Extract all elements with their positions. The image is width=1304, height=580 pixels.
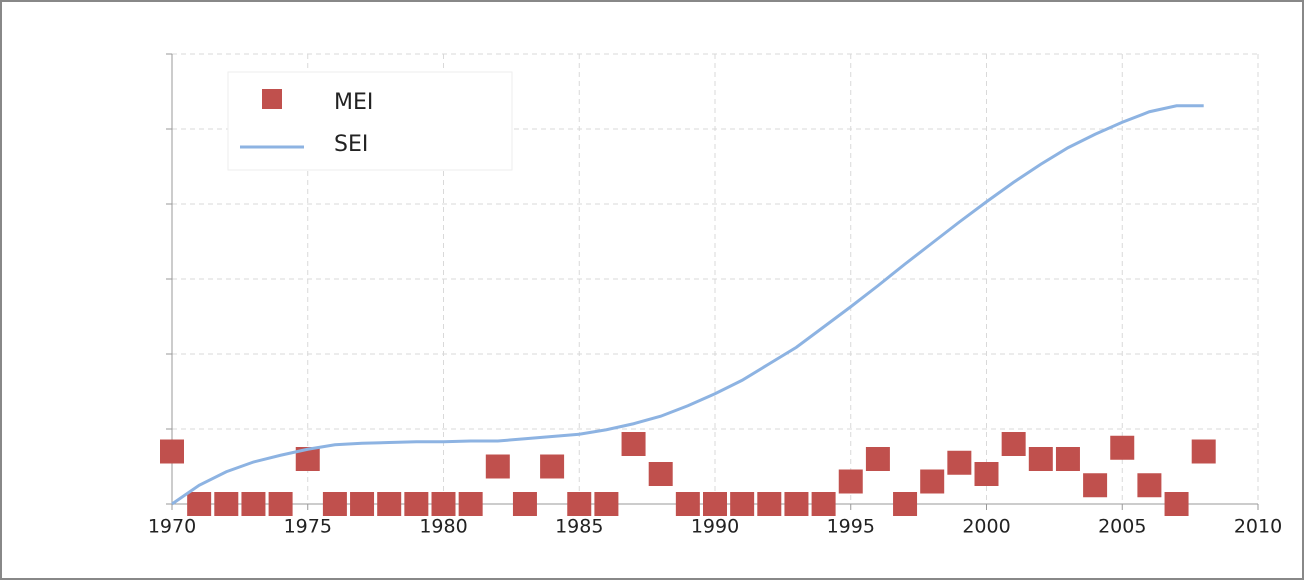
mei-marker (1137, 473, 1162, 498)
mei-marker (675, 492, 700, 516)
mei-marker (1083, 473, 1108, 498)
mei-marker (1164, 492, 1189, 516)
mei-marker (485, 454, 510, 479)
mei-marker (703, 492, 727, 516)
x-tick-label: 1990 (691, 516, 739, 538)
mei-marker (1001, 432, 1026, 456)
mei-marker (784, 492, 809, 516)
mei-marker (160, 439, 184, 464)
mei-marker (947, 450, 972, 475)
mei-marker (377, 492, 402, 516)
mei-marker (974, 462, 999, 486)
mei-marker (404, 492, 429, 516)
mei-marker (594, 492, 619, 516)
mei-marker (893, 492, 918, 516)
mei-marker (1110, 435, 1135, 460)
mei-marker (187, 492, 212, 516)
x-tick-label: 1995 (827, 516, 875, 538)
mei-marker (730, 492, 755, 516)
x-tick-label: 1980 (419, 516, 467, 538)
mei-marker (1191, 439, 1216, 464)
mei-marker (920, 469, 945, 494)
mei-marker (350, 492, 375, 516)
mei-marker (268, 492, 293, 516)
mei-marker (567, 492, 592, 516)
mei-marker (865, 447, 890, 471)
x-tick-label: 1975 (284, 516, 332, 538)
legend-label: SEI (334, 132, 368, 157)
mei-marker (431, 492, 456, 516)
x-tick-label: 1985 (555, 516, 603, 538)
mei-marker (838, 469, 863, 494)
mei-marker (540, 454, 565, 479)
legend-label: MEI (334, 90, 373, 115)
mei-marker (458, 492, 483, 516)
mei-marker (241, 492, 266, 516)
mei-marker (757, 492, 782, 516)
x-tick-label: 1970 (148, 516, 196, 538)
x-tick-label: 2000 (962, 516, 1010, 538)
x-tick-label: 2005 (1098, 516, 1146, 538)
mei-marker (648, 462, 673, 486)
mei-marker (1028, 447, 1053, 471)
legend-marker (262, 89, 282, 109)
mei-marker (811, 492, 836, 516)
x-tick-label: 2010 (1234, 516, 1282, 538)
mei-marker (214, 492, 239, 516)
mei-marker (512, 492, 537, 516)
mei-marker (621, 432, 646, 456)
mei-marker (1055, 447, 1080, 471)
sei-line (171, 104, 1204, 506)
legend-box (227, 71, 513, 171)
mei-marker (322, 492, 347, 516)
